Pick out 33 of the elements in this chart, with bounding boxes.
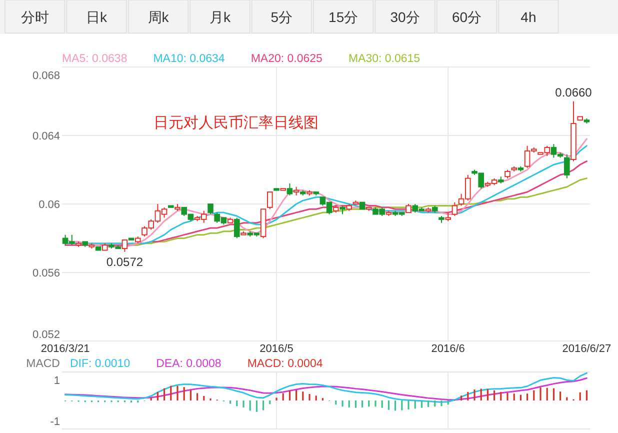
x-tick-label: 2016/6/27 [562,343,612,355]
y-tick-label: 0.052 [32,329,60,341]
text: MA10: 0.0634 [153,53,226,65]
y-tick-label: 0.064 [32,130,60,142]
text: MA5: 0.0638 [62,53,128,65]
annotation: 0.0572 [106,254,144,269]
text: 60分 [452,9,482,25]
text: 月k [209,9,232,25]
y-tick-label: 1 [54,375,60,388]
text: MA20: 0.0625 [250,53,322,65]
x-tick-label: 2016/3/21 [40,343,90,355]
y-tick-label: -1 [50,416,60,428]
text: 日k [86,9,108,25]
text: 5分 [270,9,293,25]
y-tick-label: 0.06 [38,199,60,211]
x-tick-label: 2016/6 [431,343,465,355]
text: MA30: 0.0615 [348,53,420,65]
line-series [64,377,588,401]
text: DIF: 0.0010 [70,358,130,370]
text: 周k [148,9,170,25]
text: 日元对人民币汇率日线图 [154,114,319,132]
y-axis-title: MACD [26,358,60,370]
annotation: 0.0660 [555,85,592,100]
x-tick-label: 2016/5 [260,343,294,355]
text: 4h [520,9,536,25]
text: 15分 [328,9,358,25]
line-series [64,372,588,403]
text: 分时 [20,9,49,25]
text: MACD: 0.0004 [247,358,324,370]
y-tick-label: 0.068 [32,70,60,82]
y-tick-label: 0.056 [32,268,60,280]
text: 30分 [390,9,420,25]
series-label: DEA: 0.0008 [156,358,222,370]
